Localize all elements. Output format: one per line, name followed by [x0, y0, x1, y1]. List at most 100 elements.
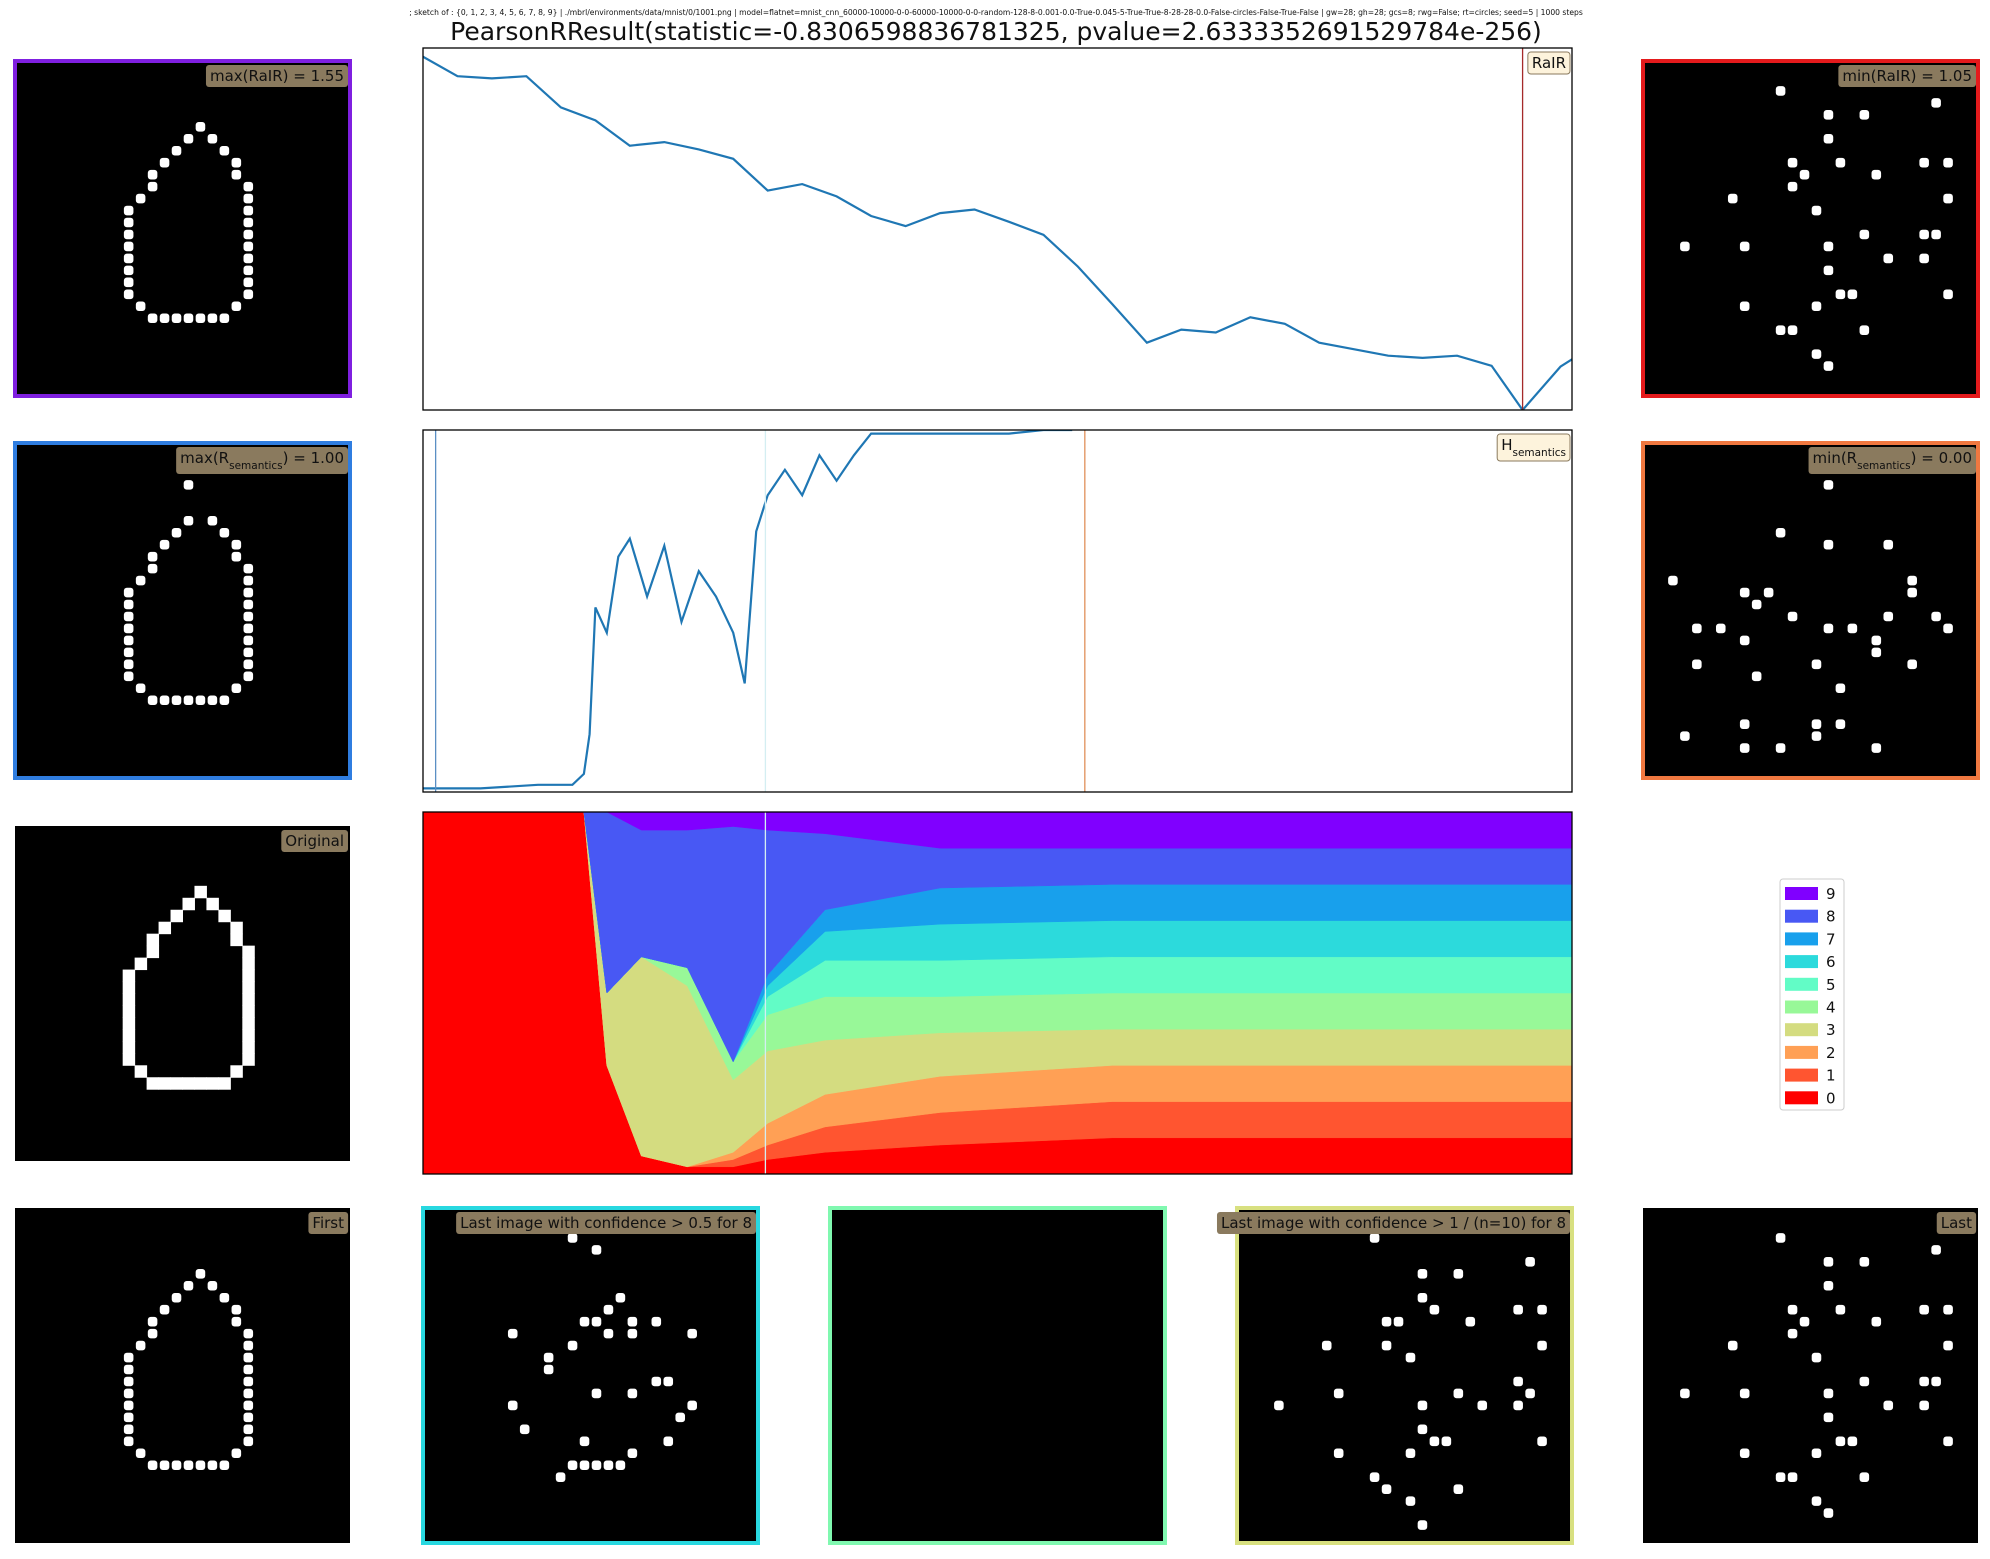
- pixel: [1835, 157, 1846, 168]
- pixel: [195, 695, 206, 706]
- pixel: [135, 301, 146, 312]
- pixel: [243, 635, 254, 646]
- pixel: [207, 313, 218, 324]
- pixel: [1931, 1376, 1941, 1387]
- pixel: [1943, 1340, 1953, 1351]
- pixel: [1333, 1388, 1344, 1399]
- pixel: [122, 993, 136, 1006]
- pixel: [1751, 599, 1762, 610]
- pixel: [147, 695, 158, 706]
- pixel: [1537, 1436, 1547, 1447]
- badge-text: Last image with confidence > 0.5 for 8: [460, 1214, 752, 1232]
- pixel: [591, 1388, 602, 1399]
- pixel: [1799, 1316, 1810, 1327]
- pixel: [243, 1328, 254, 1339]
- pixel: [159, 695, 170, 706]
- pixel: [1453, 1484, 1464, 1494]
- legend-swatch: [1785, 1000, 1818, 1014]
- pixel: [1835, 289, 1846, 300]
- pixel: [1453, 1388, 1464, 1399]
- pixel: [1907, 575, 1917, 586]
- pixel: [1775, 86, 1786, 96]
- pixel: [243, 181, 254, 192]
- pixel: [519, 1424, 530, 1435]
- pixel: [1537, 1304, 1547, 1315]
- badge-text: Last image with confidence > 1 / (n=10) …: [1221, 1214, 1566, 1232]
- pixel: [1823, 1280, 1834, 1291]
- pixel: [243, 1412, 254, 1423]
- pixel: [243, 217, 254, 228]
- pixel: [663, 1376, 674, 1387]
- image-panel: [13, 59, 352, 398]
- pixel: [230, 1065, 243, 1078]
- pixel: [123, 599, 134, 610]
- pixel: [207, 133, 218, 144]
- pixel: [1811, 1496, 1822, 1506]
- badge-text: RaIR: [1532, 54, 1566, 72]
- pixel: [231, 551, 242, 562]
- pixel: [603, 1460, 614, 1471]
- pixel: [1417, 1269, 1428, 1279]
- badge-box: [1527, 51, 1571, 75]
- pixel: [1441, 1436, 1452, 1447]
- pixel: [170, 1077, 183, 1090]
- badge-text: Last: [1941, 1214, 1972, 1232]
- pixel: [579, 1316, 590, 1327]
- pixel: [1513, 1376, 1523, 1387]
- pixel: [242, 981, 255, 994]
- pixel: [1823, 1508, 1834, 1518]
- pixel: [231, 1448, 242, 1459]
- pixel: [591, 1316, 602, 1327]
- pixel: [242, 969, 255, 983]
- pixel: [231, 169, 242, 180]
- pixel: [1680, 731, 1690, 741]
- pixel: [231, 157, 242, 168]
- pixel: [243, 241, 254, 252]
- pixel: [1871, 1316, 1882, 1327]
- pixel: [1907, 659, 1917, 670]
- pixel: [243, 289, 254, 300]
- pixel: [1871, 169, 1882, 180]
- pixel: [122, 981, 136, 994]
- pixel: [158, 921, 172, 935]
- pixel: [687, 1400, 697, 1411]
- pixel: [1811, 731, 1822, 741]
- plot-area: [423, 430, 1086, 792]
- pixel: [1465, 1316, 1476, 1327]
- pixel: [1739, 241, 1750, 252]
- pixel: [1859, 1472, 1870, 1482]
- pixel: [1787, 157, 1798, 168]
- pixel: [1919, 253, 1929, 264]
- pixel: [579, 1436, 590, 1447]
- pixel: [1393, 1316, 1404, 1327]
- pixel: [1787, 325, 1798, 335]
- pixel: [1823, 110, 1834, 120]
- pixel: [1835, 719, 1846, 729]
- legend-swatch: [1785, 932, 1818, 946]
- pixel: [1537, 1340, 1547, 1351]
- pixel: [1274, 1400, 1284, 1411]
- pixel: [1931, 229, 1941, 240]
- pixel: [122, 1017, 136, 1030]
- pixel: [230, 921, 243, 935]
- pixel: [123, 205, 134, 216]
- pixel: [243, 1388, 254, 1399]
- pixel: [123, 611, 134, 622]
- pixel: [543, 1364, 554, 1375]
- pixel: [1381, 1340, 1392, 1351]
- pixel: [1763, 587, 1774, 598]
- pixel: [243, 1352, 254, 1363]
- pixel: [194, 885, 207, 899]
- pixel: [1919, 1376, 1929, 1387]
- pixel: [1823, 265, 1834, 276]
- badge-box: [1838, 65, 1976, 87]
- pixel: [123, 229, 134, 240]
- pixel: [1739, 587, 1750, 598]
- pixel: [1907, 587, 1917, 598]
- pixel: [195, 1460, 206, 1471]
- pixel: [146, 945, 160, 959]
- pixel: [663, 1436, 674, 1447]
- pixel: [243, 1340, 254, 1351]
- pixel: [231, 683, 242, 694]
- pixel: [171, 1460, 182, 1471]
